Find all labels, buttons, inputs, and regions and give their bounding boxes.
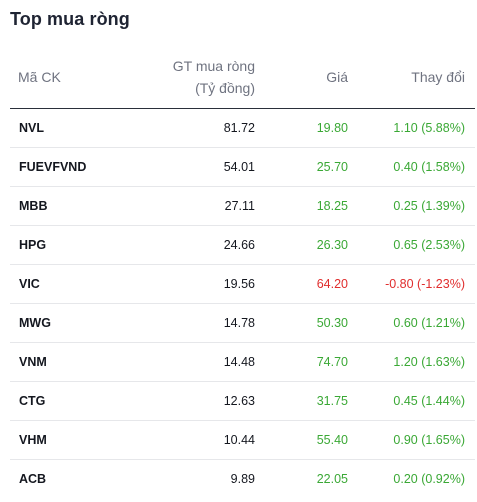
stock-code-cell[interactable]: HPG — [19, 238, 47, 252]
price-cell: 64.20 — [316, 277, 348, 291]
change-cell: 0.45 (1.44%) — [393, 394, 465, 408]
change-cell: 0.90 (1.65%) — [393, 433, 465, 447]
price-cell: 31.75 — [316, 394, 348, 408]
net-buy-value-cell: 81.72 — [223, 121, 255, 135]
table-row[interactable]: VIC 19.56 64.20 -0.80 (-1.23%) — [10, 265, 475, 304]
stock-code-cell[interactable]: MBB — [19, 199, 48, 213]
change-cell: -0.80 (-1.23%) — [385, 277, 465, 291]
change-cell: 0.20 (0.92%) — [393, 472, 465, 486]
table-row[interactable]: MBB 27.11 18.25 0.25 (1.39%) — [10, 187, 475, 226]
price-cell: 26.30 — [316, 238, 348, 252]
table-row[interactable]: MWG 14.78 50.30 0.60 (1.21%) — [10, 304, 475, 343]
net-buy-value-cell: 12.63 — [223, 394, 255, 408]
table-row[interactable]: CTG 12.63 31.75 0.45 (1.44%) — [10, 382, 475, 421]
net-buy-value-cell: 14.48 — [223, 355, 255, 369]
net-buy-value-cell: 27.11 — [224, 199, 255, 213]
price-cell: 74.70 — [316, 355, 348, 369]
table-row[interactable]: ACB 9.89 22.05 0.20 (0.92%) — [10, 460, 475, 498]
header-stock-code[interactable]: Mã CK — [18, 69, 61, 85]
price-cell: 55.40 — [316, 433, 348, 447]
table-row[interactable]: HPG 24.66 26.30 0.65 (2.53%) — [10, 226, 475, 265]
table-row[interactable]: FUEVFVND 54.01 25.70 0.40 (1.58%) — [10, 148, 475, 187]
header-net-buy-value[interactable]: GT mua ròng (Tỷ đồng) — [173, 55, 255, 99]
net-buy-table: Mã CK GT mua ròng (Tỷ đồng) Giá Thay đổi… — [10, 52, 475, 498]
net-buy-value-cell: 24.66 — [223, 238, 255, 252]
change-cell: 1.20 (1.63%) — [393, 355, 465, 369]
table-row[interactable]: VHM 10.44 55.40 0.90 (1.65%) — [10, 421, 475, 460]
table-body: NVL 81.72 19.80 1.10 (5.88%) FUEVFVND 54… — [10, 109, 475, 498]
change-cell: 0.60 (1.21%) — [393, 316, 465, 330]
table-row[interactable]: NVL 81.72 19.80 1.10 (5.88%) — [10, 109, 475, 148]
price-cell: 19.80 — [316, 121, 348, 135]
header-net-buy-value-line1: GT mua ròng — [172, 58, 255, 74]
net-buy-value-cell: 19.56 — [223, 277, 255, 291]
change-cell: 1.10 (5.88%) — [393, 121, 465, 135]
stock-code-cell[interactable]: FUEVFVND — [19, 160, 87, 174]
net-buy-value-cell: 54.01 — [223, 160, 255, 174]
stock-code-cell[interactable]: VIC — [19, 277, 40, 291]
change-cell: 0.65 (2.53%) — [393, 238, 465, 252]
change-cell: 0.40 (1.58%) — [393, 160, 465, 174]
header-price[interactable]: Giá — [326, 69, 348, 85]
stock-code-cell[interactable]: ACB — [19, 472, 47, 486]
stock-code-cell[interactable]: VNM — [19, 355, 47, 369]
price-cell: 25.70 — [316, 160, 348, 174]
price-cell: 50.30 — [316, 316, 348, 330]
widget-title: Top mua ròng — [10, 9, 130, 29]
change-cell: 0.25 (1.39%) — [393, 199, 465, 213]
stock-code-cell[interactable]: CTG — [19, 394, 46, 408]
header-net-buy-value-line2: (Tỷ đồng) — [195, 80, 255, 96]
net-buy-value-cell: 14.78 — [223, 316, 255, 330]
table-row[interactable]: VNM 14.48 74.70 1.20 (1.63%) — [10, 343, 475, 382]
table-header: Mã CK GT mua ròng (Tỷ đồng) Giá Thay đổi — [10, 52, 475, 109]
net-buy-value-cell: 9.89 — [230, 472, 255, 486]
stock-code-cell[interactable]: NVL — [19, 121, 44, 135]
stock-code-cell[interactable]: VHM — [19, 433, 47, 447]
net-buy-value-cell: 10.44 — [223, 433, 255, 447]
header-change[interactable]: Thay đổi — [411, 69, 465, 85]
price-cell: 18.25 — [316, 199, 348, 213]
price-cell: 22.05 — [316, 472, 348, 486]
stock-code-cell[interactable]: MWG — [19, 316, 51, 330]
